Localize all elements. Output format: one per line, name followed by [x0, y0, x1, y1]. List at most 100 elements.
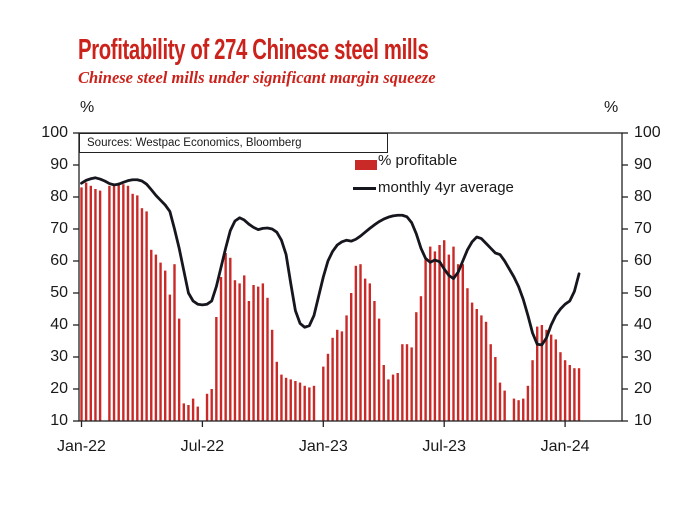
- bar: [191, 398, 195, 421]
- average-line: [80, 176, 581, 347]
- bar: [145, 211, 148, 421]
- bar: [443, 240, 446, 421]
- chart-title: Profitability of 274 Chinese steel mills: [78, 34, 429, 66]
- bar: [494, 357, 497, 421]
- bar: [456, 264, 460, 421]
- y-axis-label-right: 40: [634, 316, 652, 333]
- x-axis-label: Jan-22: [57, 438, 106, 455]
- y-axis-label-left: 30: [50, 348, 68, 365]
- y-axis-label-left: 80: [50, 188, 68, 205]
- x-axis-label: Jul-23: [422, 438, 466, 455]
- bar: [89, 185, 92, 421]
- bar: [108, 185, 111, 421]
- bar: [466, 288, 469, 421]
- bar: [205, 393, 209, 421]
- bar: [224, 253, 227, 421]
- bar: [159, 262, 162, 421]
- y-axis-label-left: 60: [50, 252, 68, 269]
- y-axis-label-left: 100: [41, 124, 68, 141]
- bar: [122, 184, 125, 421]
- bar: [131, 193, 134, 421]
- left-axis-unit-label: %: [80, 99, 95, 116]
- bar: [484, 321, 488, 421]
- y-axis-label-left: 90: [50, 156, 68, 173]
- y-axis-label-right: 10: [634, 412, 652, 429]
- bar: [391, 374, 395, 421]
- bar: [470, 302, 474, 421]
- bar: [415, 312, 418, 421]
- bar: [215, 317, 218, 421]
- bar: [84, 182, 88, 421]
- bar: [577, 368, 581, 421]
- bar: [401, 344, 404, 421]
- bar: [424, 259, 427, 421]
- bar: [419, 296, 423, 421]
- bar: [359, 264, 362, 421]
- legend-line-swatch: [353, 187, 376, 190]
- bar: [549, 334, 553, 421]
- bar: [168, 294, 172, 421]
- right-axis-unit-label: %: [604, 99, 619, 116]
- bar: [243, 275, 246, 421]
- bar: [345, 315, 348, 421]
- bar: [368, 283, 371, 421]
- bar: [164, 270, 167, 421]
- legend-line-label: monthly 4yr average: [378, 179, 514, 196]
- y-axis-label-right: 70: [634, 220, 652, 237]
- bar: [308, 387, 311, 421]
- bar: [140, 208, 144, 421]
- y-axis-label-right: 80: [634, 188, 652, 205]
- bar: [480, 315, 483, 421]
- bar: [363, 278, 367, 421]
- bar: [322, 366, 325, 421]
- y-axis-label-left: 20: [50, 380, 68, 397]
- legend-bar-swatch: [355, 160, 377, 170]
- bar: [182, 403, 185, 421]
- x-axis-label: Jan-23: [298, 438, 348, 455]
- bar: [284, 377, 288, 421]
- bar: [377, 318, 381, 421]
- x-axis-label: Jan-24: [540, 438, 590, 455]
- bar: [326, 353, 330, 421]
- bar: [331, 337, 334, 421]
- bar: [252, 285, 255, 421]
- bar: [275, 361, 278, 421]
- y-axis-label-right: 90: [634, 156, 652, 173]
- bar: [177, 318, 181, 421]
- bar: [540, 325, 544, 421]
- bar: [382, 365, 385, 421]
- bar: [233, 280, 237, 421]
- bar: [554, 339, 557, 421]
- bar: [312, 385, 316, 421]
- bar: [563, 360, 567, 421]
- bar: [559, 352, 562, 421]
- bar: [266, 297, 269, 421]
- bar: [531, 360, 534, 421]
- y-axis-label-right: 100: [634, 124, 661, 141]
- bar: [433, 251, 437, 421]
- bar: [573, 368, 576, 421]
- bar: [80, 187, 83, 421]
- bar: [475, 309, 478, 421]
- bar: [517, 400, 520, 421]
- bar: [298, 382, 302, 421]
- bar: [112, 184, 116, 421]
- y-axis-label-right: 30: [634, 348, 652, 365]
- bar: [354, 265, 358, 421]
- bar: [210, 389, 213, 421]
- bar: [270, 329, 274, 421]
- bar: [98, 190, 102, 421]
- bar: [229, 257, 232, 421]
- bar: [261, 283, 265, 421]
- y-axis-label-right: 60: [634, 252, 652, 269]
- bar: [117, 182, 120, 421]
- bar: [498, 382, 502, 421]
- bar: [545, 329, 548, 421]
- chart-subtitle: Chinese steel mills under significant ma…: [78, 68, 436, 87]
- bar: [429, 246, 432, 421]
- bar: [536, 326, 539, 421]
- bar: [522, 398, 525, 421]
- bar: [447, 254, 451, 421]
